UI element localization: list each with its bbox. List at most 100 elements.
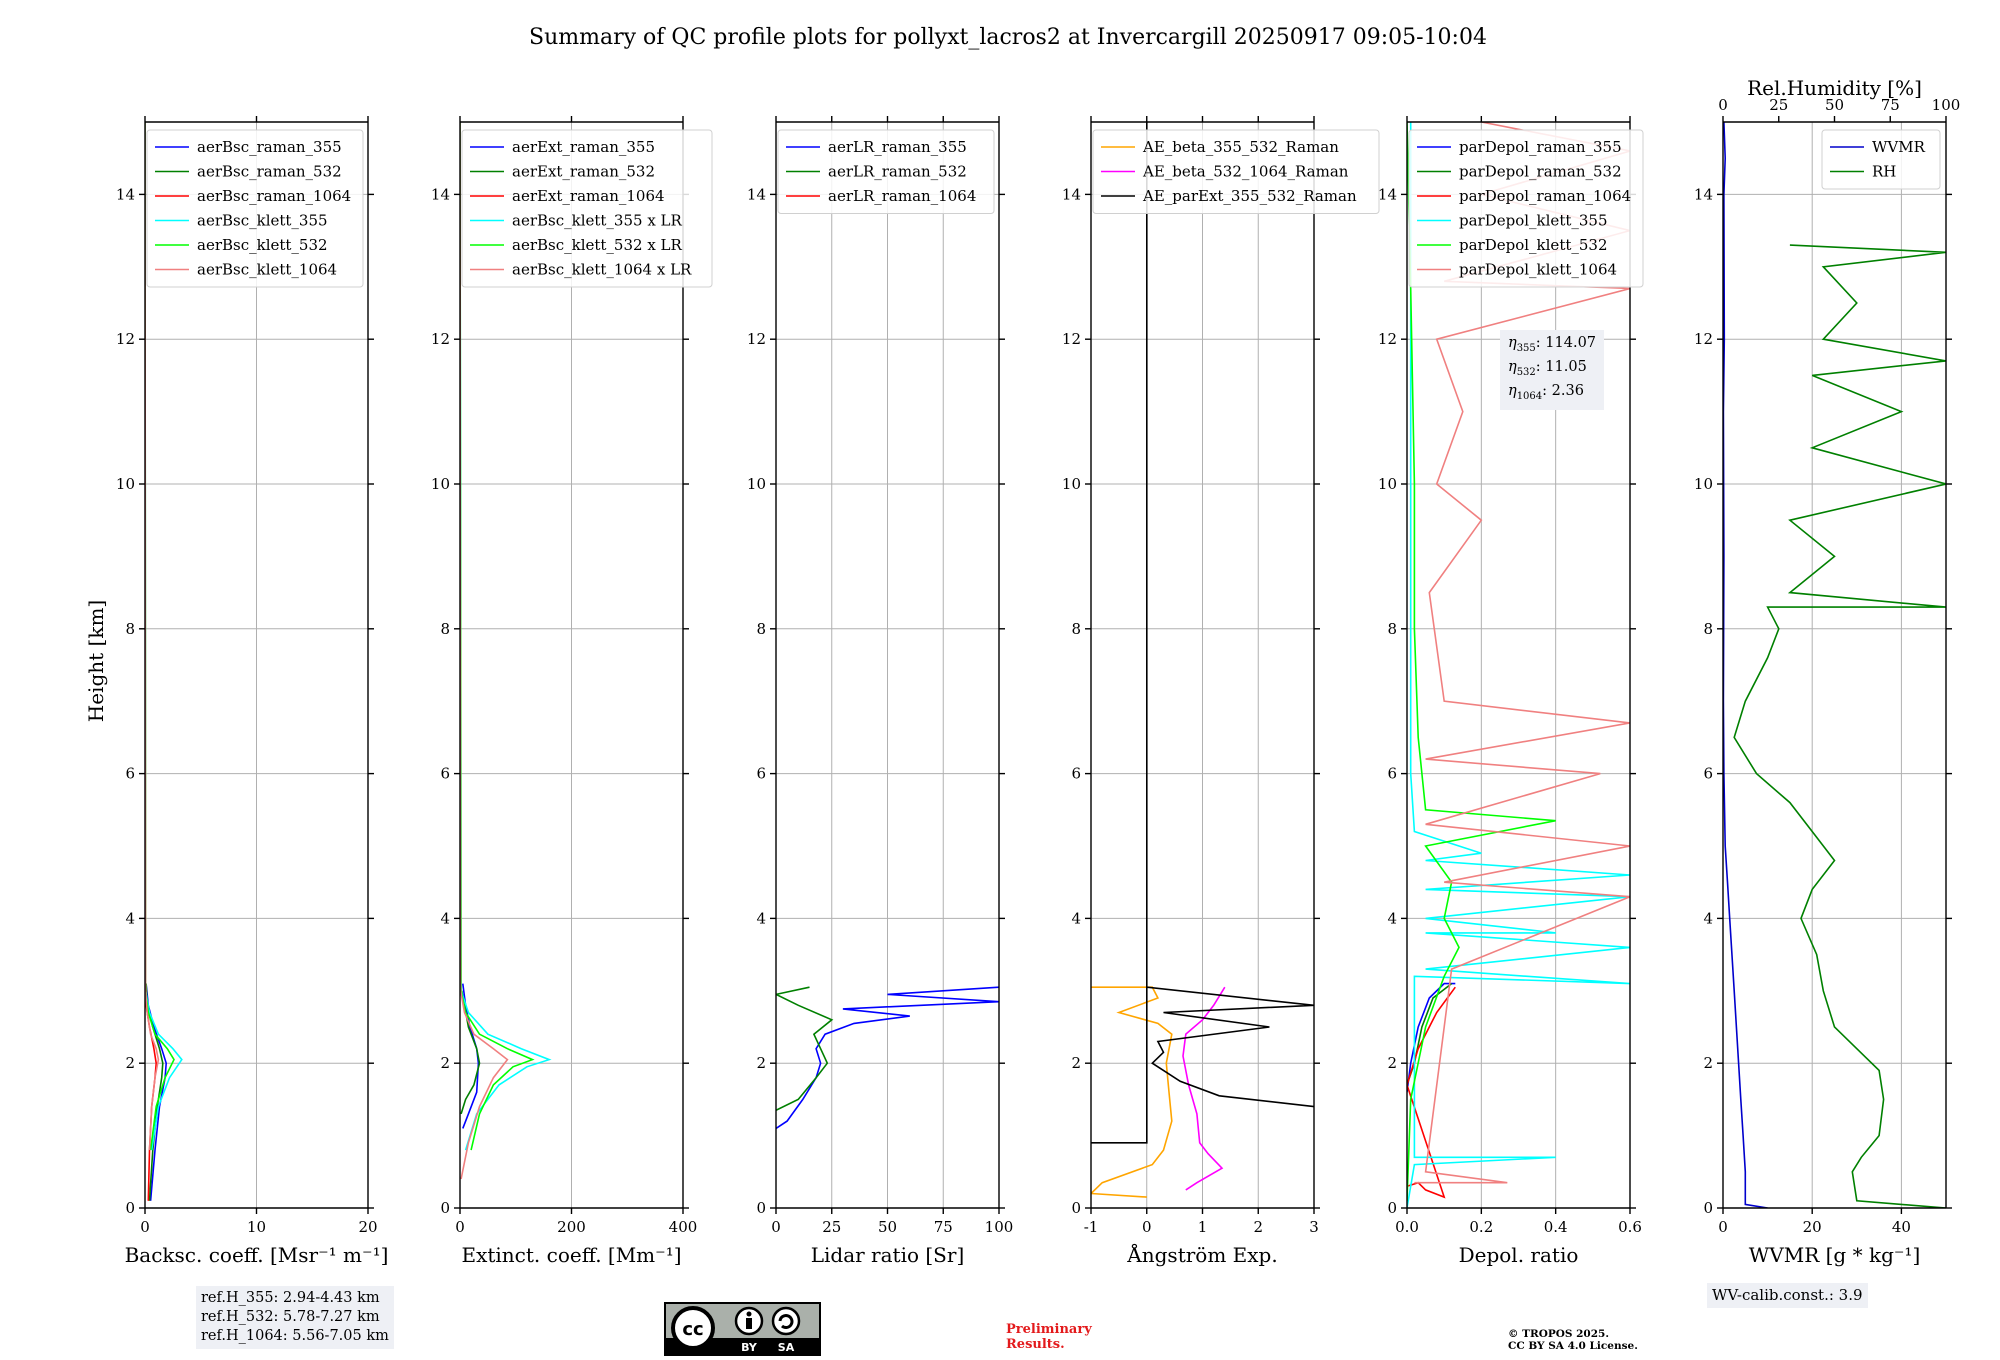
legend: parDepol_raman_355 parDepol_raman_532 parD… bbox=[1408, 129, 1644, 288]
legend: aerExt_raman_355 aerExt_raman_532 aerExt_r… bbox=[461, 129, 713, 288]
y-tick-label: 6 bbox=[1071, 765, 1081, 783]
y-tick-label: 0 bbox=[1071, 1199, 1081, 1217]
x-axis-label: Lidar ratio [Sr] bbox=[811, 1243, 965, 1267]
cc-by-label: BY bbox=[741, 1341, 758, 1354]
series-line-2 bbox=[1733, 244, 1946, 1208]
wv-calib-box: WV-calib.const.: 3.9 bbox=[1707, 1283, 1868, 1308]
y-tick-label: 0 bbox=[440, 1199, 450, 1217]
legend-label: parDepol_klett_532 bbox=[1459, 236, 1608, 254]
eta-355: η355: 114.07 bbox=[1508, 335, 1597, 354]
y-tick-label: 6 bbox=[440, 765, 450, 783]
x-tick-label: 0.0 bbox=[1395, 1218, 1419, 1236]
legend-label: parDepol_klett_355 bbox=[1459, 212, 1608, 230]
legend-label: aerBsc_klett_355 bbox=[197, 212, 328, 230]
legend-label: aerExt_raman_1064 bbox=[512, 187, 665, 205]
x-tick-label: 0 bbox=[771, 1218, 781, 1236]
legend-label: aerLR_raman_1064 bbox=[828, 187, 976, 205]
y-tick-label: 2 bbox=[756, 1054, 766, 1072]
series-line-5 bbox=[1407, 122, 1556, 1201]
x-tick-label: 3 bbox=[1309, 1218, 1319, 1236]
y-tick-label: 8 bbox=[1071, 620, 1081, 638]
x-tick-label: 0 bbox=[1142, 1218, 1152, 1236]
y-tick-label: 10 bbox=[1378, 475, 1397, 493]
series-line-6 bbox=[460, 122, 509, 1180]
y-tick-label: 4 bbox=[125, 909, 135, 927]
copyright-line-2: CC BY SA 4.0 License. bbox=[1508, 1340, 1638, 1352]
y-tick-label: 2 bbox=[125, 1054, 135, 1072]
cc-badge-graphic: cc BY SA bbox=[666, 1306, 819, 1354]
eta-355-value: 114.07 bbox=[1545, 335, 1597, 351]
y-tick-label: 12 bbox=[431, 330, 450, 348]
x-tick-label: 2 bbox=[1253, 1218, 1263, 1236]
eta-532-value: 11.05 bbox=[1545, 358, 1587, 375]
x-tick-label: 40 bbox=[1892, 1218, 1911, 1236]
x2-tick-label: 100 bbox=[1932, 96, 1961, 114]
y-tick-label: 2 bbox=[1387, 1054, 1397, 1072]
legend-label: aerBsc_raman_355 bbox=[197, 138, 342, 156]
panel-2: 0 2 4 6 8 10 12 14 0 200 400 Extinct. coeff. [Mm⁻¹]… bbox=[431, 116, 713, 1267]
legend-label: parDepol_raman_532 bbox=[1459, 163, 1622, 181]
legend-frame bbox=[461, 129, 713, 288]
refH-532: ref.H_532: 5.78-7.27 km bbox=[201, 1309, 380, 1325]
x-tick-label: 200 bbox=[557, 1218, 586, 1236]
legend-label: AE_beta_355_532_Raman bbox=[1142, 138, 1339, 156]
y-tick-label: 14 bbox=[1062, 185, 1081, 203]
y-tick-label: 14 bbox=[431, 185, 450, 203]
legend: aerLR_raman_355 aerLR_raman_532 aerLR_rama… bbox=[777, 129, 995, 214]
legend-label: aerLR_raman_355 bbox=[828, 138, 967, 156]
legend-label: parDepol_klett_1064 bbox=[1459, 261, 1617, 279]
panel-6: 0 2 4 6 8 10 12 14 0 20 40 0 25 50 75 100 Rel.Humidity [… bbox=[1694, 76, 1960, 1267]
legend-frame bbox=[146, 129, 364, 288]
y-tick-label: 2 bbox=[1071, 1054, 1081, 1072]
panel-1: 0 2 4 6 8 10 12 14 0 10 20 Backsc. coeff. [Msr⁻¹ m⁻… bbox=[84, 116, 388, 1267]
cc-by-sa-badge: cc BY SA bbox=[664, 1302, 821, 1356]
x-tick-label: 0 bbox=[1718, 1218, 1728, 1236]
x-tick-label: 25 bbox=[822, 1218, 841, 1236]
legend-label: aerBsc_raman_532 bbox=[197, 163, 342, 181]
y-tick-label: 10 bbox=[1694, 475, 1713, 493]
x-tick-label: 20 bbox=[358, 1218, 377, 1236]
y-tick-label: 12 bbox=[747, 330, 766, 348]
series-line-6 bbox=[145, 122, 160, 1151]
x-axis-label: Extinct. coeff. [Mm⁻¹] bbox=[461, 1243, 681, 1267]
x-tick-label: 20 bbox=[1803, 1218, 1822, 1236]
x-axis-label: Backsc. coeff. [Msr⁻¹ m⁻¹] bbox=[125, 1243, 389, 1267]
x-tick-label: 50 bbox=[878, 1218, 897, 1236]
y-tick-label: 0 bbox=[1387, 1199, 1397, 1217]
legend: WVMR RH bbox=[1821, 129, 1941, 190]
x-tick-label: 0.4 bbox=[1544, 1218, 1568, 1236]
y-tick-label: 2 bbox=[440, 1054, 450, 1072]
y-tick-label: 6 bbox=[125, 765, 135, 783]
panel-3: 0 2 4 6 8 10 12 14 0 25 50 75 100 Lidar ratio [Sr] aer… bbox=[747, 116, 1013, 1267]
y-tick-label: 8 bbox=[756, 620, 766, 638]
x-tick-label: 100 bbox=[985, 1218, 1014, 1236]
wv-calib-text: WV-calib.const.: 3.9 bbox=[1712, 1286, 1863, 1304]
legend-label: RH bbox=[1872, 163, 1896, 181]
x-axis-label: WVMR [g * kg⁻¹] bbox=[1749, 1243, 1921, 1267]
series-line-1 bbox=[1407, 982, 1456, 1093]
eta-532: η532: 11.05 bbox=[1508, 358, 1587, 378]
y-tick-label: 8 bbox=[1387, 620, 1397, 638]
y-tick-label: 2 bbox=[1703, 1054, 1713, 1072]
legend-label: aerBsc_klett_355 x LR bbox=[512, 212, 683, 230]
x-tick-label: 400 bbox=[669, 1218, 698, 1236]
y-tick-label: 8 bbox=[1703, 620, 1713, 638]
series-line-4 bbox=[460, 122, 552, 1151]
legend-frame bbox=[1821, 129, 1941, 190]
legend-label: WVMR bbox=[1872, 138, 1926, 156]
x-axis-label: Ångström Exp. bbox=[1126, 1242, 1277, 1267]
series-line-1 bbox=[776, 986, 999, 1130]
y-axis-label: Height [km] bbox=[84, 600, 108, 722]
legend-label: aerBsc_klett_532 x LR bbox=[512, 236, 683, 254]
legend-label: AE_parExt_355_532_Raman bbox=[1142, 187, 1357, 205]
series-line-1 bbox=[1091, 986, 1173, 1198]
y-tick-label: 8 bbox=[125, 620, 135, 638]
eta-annotation-box: η355: 114.07 η532: 11.05 η1064: 2.36 bbox=[1500, 330, 1605, 410]
y-tick-label: 10 bbox=[116, 475, 135, 493]
y-tick-label: 14 bbox=[1378, 185, 1397, 203]
refH-1064: ref.H_1064: 5.56-7.05 km bbox=[201, 1328, 389, 1344]
y-tick-label: 0 bbox=[1703, 1199, 1713, 1217]
y-tick-label: 4 bbox=[756, 909, 766, 927]
y-tick-label: 6 bbox=[1387, 765, 1397, 783]
